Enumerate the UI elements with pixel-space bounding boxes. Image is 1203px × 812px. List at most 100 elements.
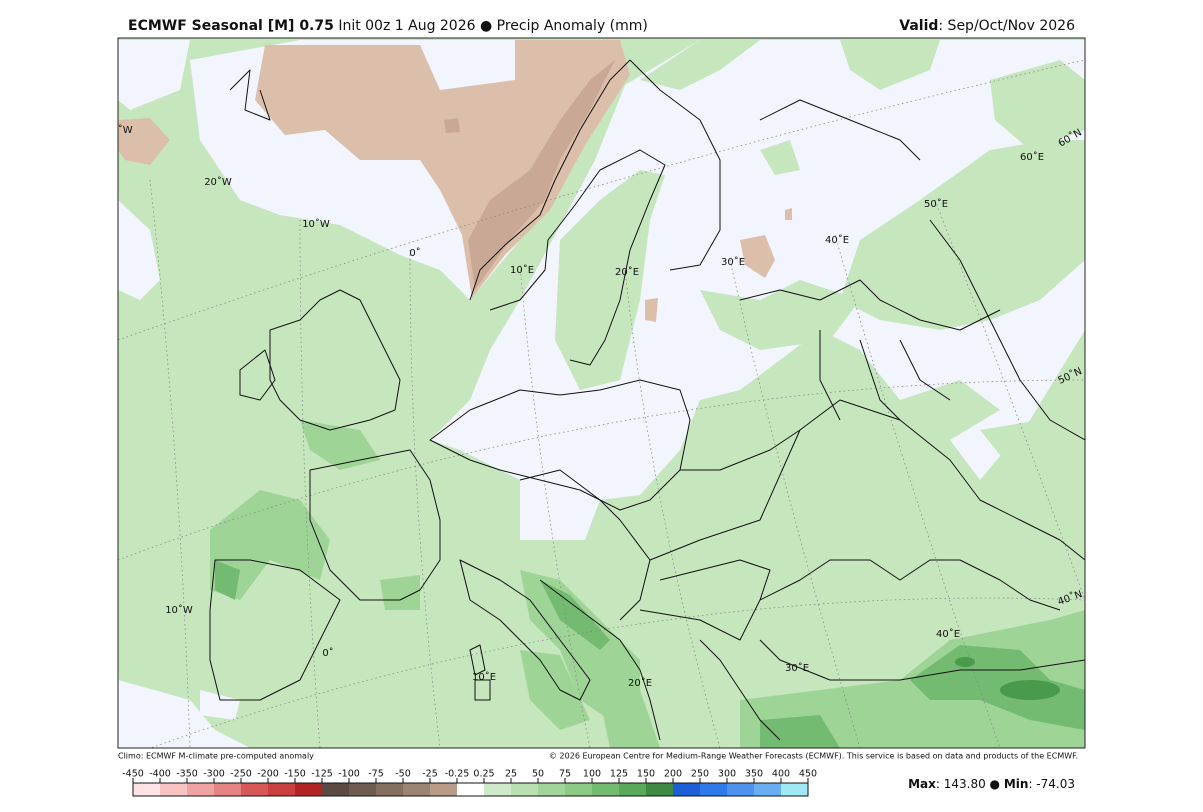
border [309,449,441,601]
area [520,570,640,720]
coast [489,149,666,366]
border [680,429,801,471]
area [430,40,1085,540]
stronger-negative [444,118,460,133]
colorbar-label: -50 [395,769,411,780]
graticule-label: 30˚E [785,662,809,674]
colorbar-label: 75 [559,769,571,780]
area [645,298,658,322]
colorbar-label: -125 [311,769,333,780]
area [200,690,240,720]
valid-label: Valid [899,18,938,34]
colorbar-label: -300 [203,769,225,780]
title-rest: Init 00z 1 Aug 2026 ● Precip Anomaly (mm… [338,18,648,34]
min-label: Min [1004,777,1029,791]
negative-areas [118,40,792,322]
colorbar-label: 350 [745,769,763,780]
colorbar-label: 150 [637,769,655,780]
coast [229,69,271,121]
colorbar-swatch [133,783,160,796]
coast [269,289,401,431]
stronger-negative [468,60,615,290]
area [380,575,420,610]
graticule [118,59,1085,748]
colorbar-swatch [484,783,511,796]
graticule-label: 40˚E [936,628,960,640]
coast [469,59,631,301]
max-label: Max [908,777,936,791]
colorbar-label: -450 [122,769,144,780]
area [990,60,1085,150]
colorbar-label: -25 [422,769,438,780]
area [840,40,940,90]
graticule-label: 20˚E [628,677,652,689]
area [640,40,760,90]
colorbar-swatch [727,783,754,796]
area [980,420,1075,500]
green-patches [555,40,1085,500]
colorbar-swatch [295,783,322,796]
colorbar-label: 300 [718,769,736,780]
meridian [934,199,1085,601]
coast [469,644,491,701]
map: 0˚W20˚W10˚W0˚10˚E 20˚E30˚E40˚E50˚E60˚E60˚… [118,38,1085,748]
colorbar-label: 400 [772,769,790,780]
colorbar-swatch [268,783,295,796]
colorbar-label: -250 [230,769,252,780]
colorbar-label: 0.25 [473,769,494,780]
graticule-label: 20˚E [615,266,639,278]
colorbar-label: 200 [664,769,682,780]
meridian [299,219,321,748]
colorbar-swatch [781,783,808,796]
max-area [1000,680,1060,700]
coast [759,99,921,161]
colorbar-swatch [619,783,646,796]
colorbar-swatch [565,783,592,796]
climo-note: Climo: ECMWF M-climate pre-computed anom… [118,752,314,761]
colorbar-label: 25 [505,769,517,780]
area [600,690,660,748]
colorbar-swatch [187,783,214,796]
colorbar-swatch [376,783,403,796]
parallel [118,59,1085,341]
colorbar-swatch [214,783,241,796]
coast [699,639,781,741]
meridian [519,264,591,748]
parallel [118,379,1085,561]
max-min: Max: 143.80 ● Min: -74.03 [908,777,1075,791]
colorbar-label: -350 [176,769,198,780]
colorbar-label: 100 [583,769,601,780]
area [910,645,1085,730]
meridian [729,259,861,748]
area [785,208,792,220]
colorbar-swatch [754,783,781,796]
coast [239,349,276,401]
colorbar-swatch [160,783,187,796]
graticule-label: 10˚E [510,264,534,276]
colorbar-swatch [673,783,700,796]
colorbar-swatch [646,783,673,796]
border [929,219,1085,441]
graticule-label: 0˚ [322,647,333,659]
border [639,559,771,641]
area [255,40,630,298]
border [429,379,691,511]
valid-text: Valid: Sep/Oct/Nov 2026 [899,18,1075,34]
graticule-label: 0˚ [409,247,420,259]
colorbar-swatch [538,783,565,796]
min-value: : -74.03 [1028,777,1075,791]
parallel [149,597,1085,748]
copyright: © 2026 European Centre for Medium-Range … [549,752,1078,761]
border [819,330,951,421]
area [760,140,800,175]
meridian [409,249,441,748]
title-bold: ECMWF Seasonal [M] 0.75 [128,18,334,34]
area [540,580,610,650]
meridian [834,234,1001,748]
area [118,118,170,165]
colorbar: -450 -400 -350 -300 -250 -200 -150 -125 -100 -75-… [122,769,817,797]
colorbar-label: 125 [610,769,628,780]
graticule-label: 40˚E [825,234,849,246]
colorbar-swatch [457,783,484,796]
